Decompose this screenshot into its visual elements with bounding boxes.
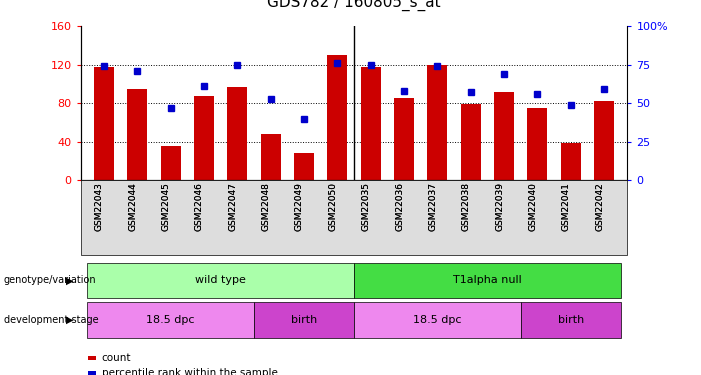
Text: GSM22036: GSM22036 [395,182,404,231]
Bar [327,55,347,180]
Text: GSM22048: GSM22048 [261,182,271,231]
Text: GSM22039: GSM22039 [495,182,504,231]
Bar [261,134,280,180]
Text: GSM22046: GSM22046 [195,182,204,231]
Text: GSM22050: GSM22050 [328,182,337,231]
Bar [561,144,580,180]
Text: GSM22043: GSM22043 [95,182,104,231]
Bar [428,64,447,180]
Text: GSM22041: GSM22041 [562,182,571,231]
Text: GSM22038: GSM22038 [462,182,470,231]
Text: GSM22037: GSM22037 [428,182,437,231]
Text: GSM22047: GSM22047 [229,182,238,231]
Text: birth: birth [291,315,317,325]
Text: GSM22040: GSM22040 [529,182,538,231]
Text: GSM22047: GSM22047 [229,182,238,231]
Text: GSM22036: GSM22036 [395,182,404,231]
Text: ▶: ▶ [66,315,74,325]
Bar [94,67,114,180]
Text: GSM22046: GSM22046 [195,182,204,231]
Text: GSM22039: GSM22039 [495,182,504,231]
Text: GSM22049: GSM22049 [295,182,304,231]
Text: GSM22038: GSM22038 [462,182,470,231]
Bar [194,96,214,180]
Text: genotype/variation: genotype/variation [4,275,96,285]
Text: development stage: development stage [4,315,98,325]
Text: count: count [102,353,131,363]
Text: GSM22050: GSM22050 [328,182,337,231]
Text: GSM22048: GSM22048 [261,182,271,231]
Bar [361,67,381,180]
Bar [527,108,547,180]
Text: GSM22044: GSM22044 [128,182,137,231]
Text: GSM22043: GSM22043 [95,182,104,231]
Text: GSM22040: GSM22040 [529,182,538,231]
Bar [594,101,614,180]
Text: ▶: ▶ [66,275,74,285]
Text: 18.5 dpc: 18.5 dpc [147,315,195,325]
Bar [394,98,414,180]
Text: GDS782 / 160805_s_at: GDS782 / 160805_s_at [267,0,441,11]
Bar [128,89,147,180]
Text: GSM22035: GSM22035 [362,182,371,231]
Text: T1alpha null: T1alpha null [453,275,522,285]
Bar [461,104,481,180]
Text: GSM22042: GSM22042 [595,182,604,231]
Text: GSM22035: GSM22035 [362,182,371,231]
Text: GSM22041: GSM22041 [562,182,571,231]
Text: GSM22044: GSM22044 [128,182,137,231]
Text: GSM22045: GSM22045 [162,182,170,231]
Text: 18.5 dpc: 18.5 dpc [413,315,461,325]
Text: GSM22049: GSM22049 [295,182,304,231]
Bar [227,87,247,180]
Text: GSM22037: GSM22037 [428,182,437,231]
Bar [494,92,514,180]
Bar [294,153,314,180]
Text: GSM22045: GSM22045 [162,182,170,231]
Text: birth: birth [557,315,584,325]
Text: wild type: wild type [195,275,246,285]
Bar [161,146,181,180]
Text: percentile rank within the sample: percentile rank within the sample [102,368,278,375]
Text: GSM22042: GSM22042 [595,182,604,231]
